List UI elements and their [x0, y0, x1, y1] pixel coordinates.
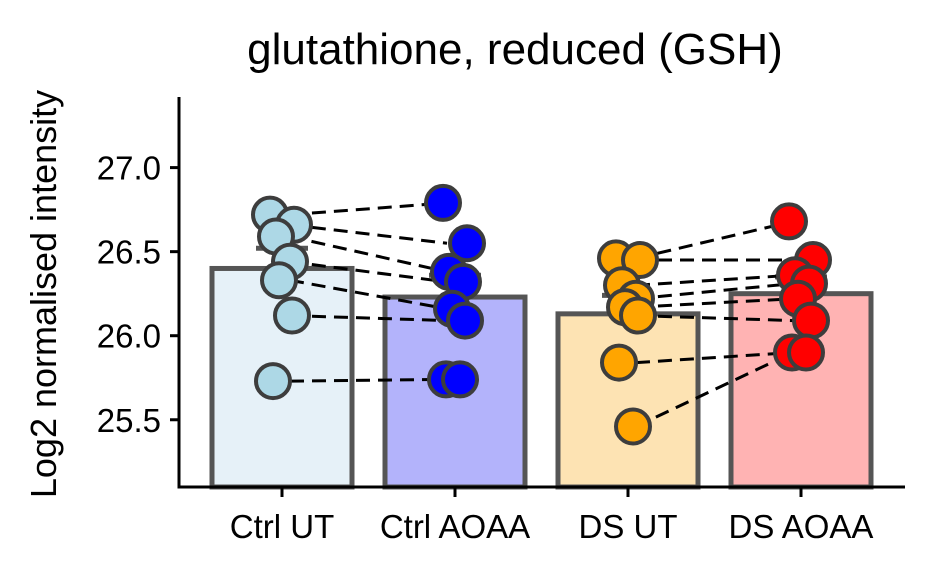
y-tick-label: 27.0 — [97, 150, 161, 187]
x-tick-label: Ctrl AOAA — [380, 508, 530, 545]
paired-line — [289, 201, 448, 217]
paired-line — [635, 219, 794, 260]
paired-line — [289, 223, 448, 245]
paired-line — [635, 314, 794, 323]
data-point — [424, 183, 462, 222]
data-point — [273, 296, 311, 335]
paired-line — [635, 273, 794, 287]
paired-line — [635, 351, 794, 365]
axes-layer: 25.5 26.0 26.5 27.0 Ctrl UT Ctrl AOAA DS UT DS … — [97, 97, 905, 545]
points-layer — [251, 183, 832, 446]
data-point — [260, 261, 298, 300]
y-tick-label: 26.5 — [97, 234, 161, 271]
data-point — [600, 343, 638, 382]
bar — [728, 291, 874, 490]
bar — [555, 311, 701, 490]
data-point — [446, 301, 484, 340]
chart-title: glutathione, reduced (GSH) — [247, 25, 783, 74]
paired-line — [635, 282, 794, 301]
paired-line — [289, 314, 448, 323]
data-point — [619, 296, 657, 335]
data-point — [792, 301, 830, 340]
data-point — [441, 360, 479, 399]
data-point — [621, 241, 659, 280]
data-point — [448, 224, 486, 263]
data-point — [614, 407, 652, 446]
paired-line — [635, 351, 794, 428]
data-point — [787, 333, 825, 372]
y-tick-label: 25.5 — [97, 402, 161, 439]
data-point — [254, 362, 292, 401]
x-tick-label: Ctrl UT — [230, 508, 334, 545]
x-tick-label: DS UT — [579, 508, 678, 545]
data-point — [770, 202, 808, 241]
paired-line — [289, 377, 448, 383]
x-tick-label: DS AOAA — [729, 508, 874, 545]
paired-lines-layer — [289, 201, 794, 428]
paired-line — [289, 278, 448, 311]
paired-line — [635, 297, 794, 309]
y-axis-label: Log2 normalised intensity — [23, 90, 64, 498]
y-tick-label: 26.0 — [97, 318, 161, 355]
paired-line — [289, 260, 448, 284]
paired-line — [289, 235, 448, 274]
